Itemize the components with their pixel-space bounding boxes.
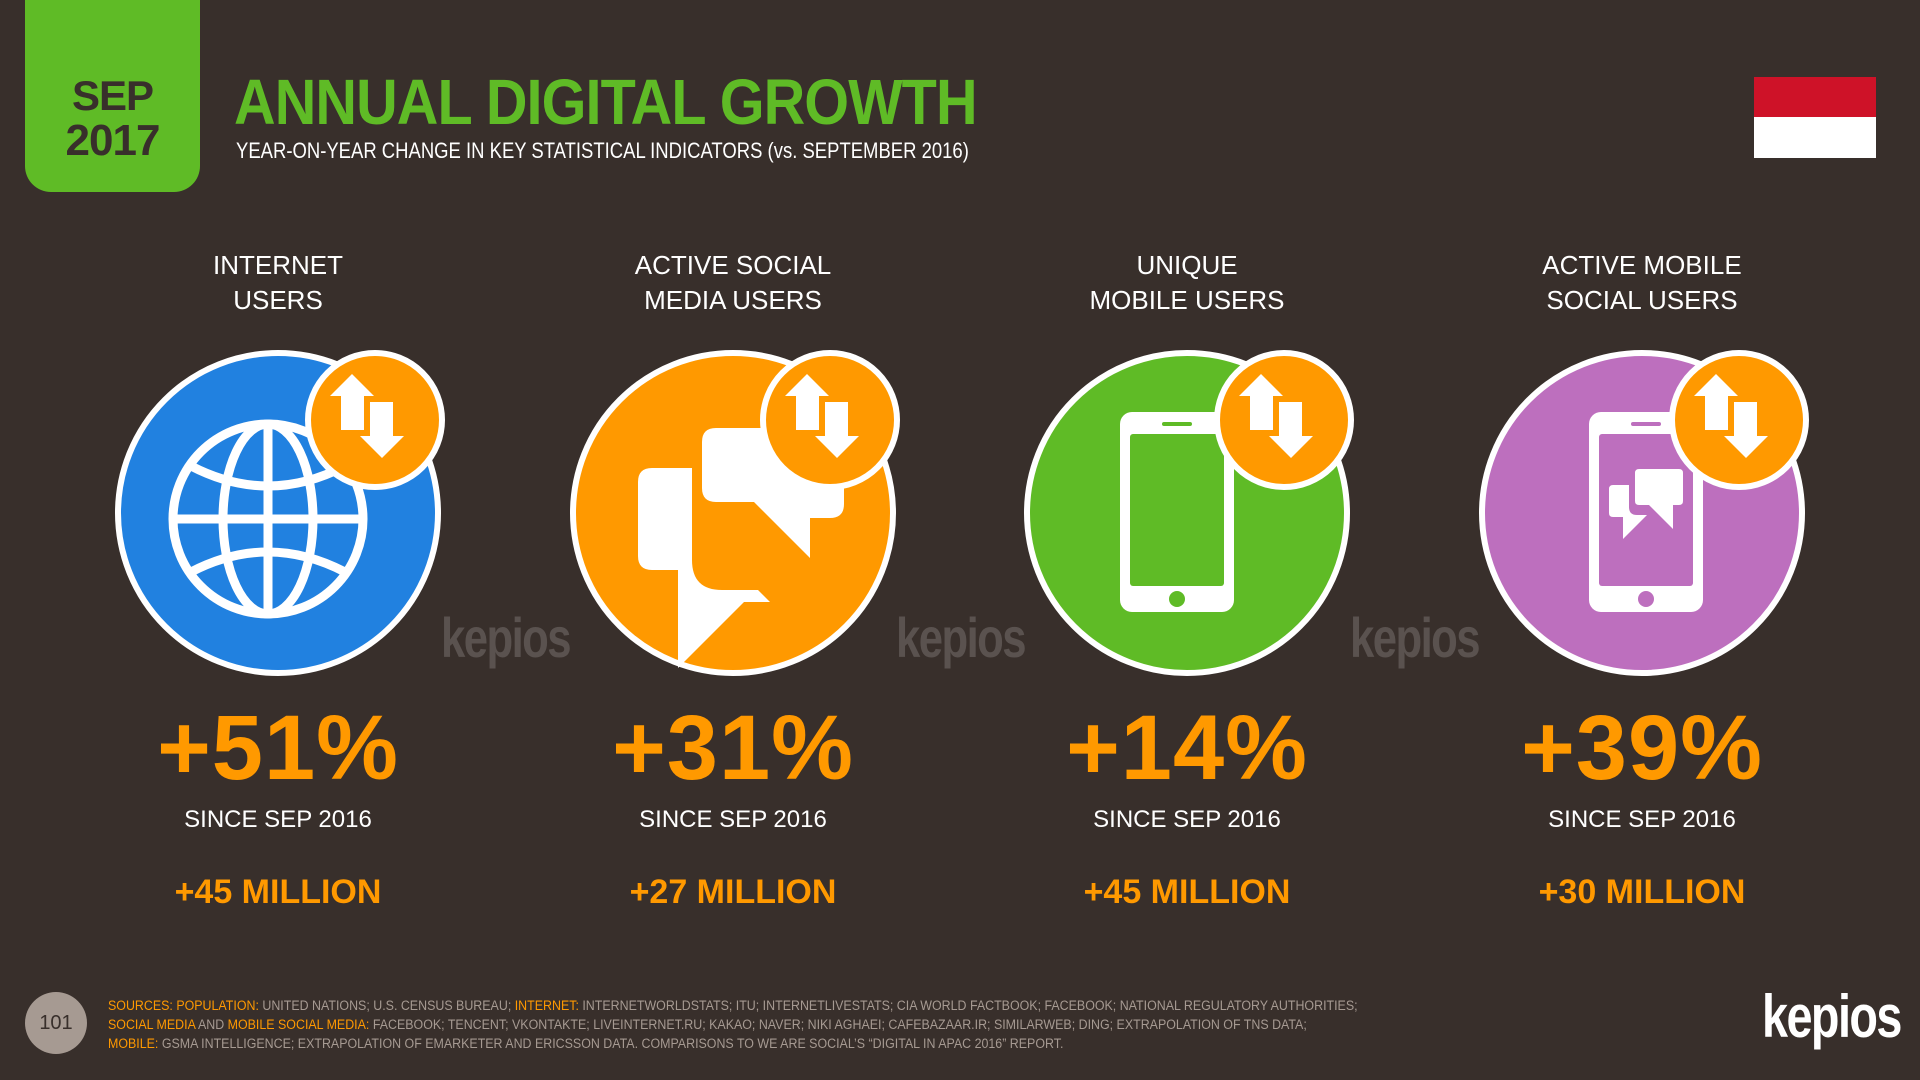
page-title: ANNUAL DIGITAL GROWTH <box>234 66 978 138</box>
absolute-change: +27 MILLION <box>629 873 837 911</box>
page-number: 101 <box>25 992 87 1054</box>
since-label: SINCE SEP 2016 <box>1548 806 1736 833</box>
kepios-watermark: kepios <box>896 606 1027 669</box>
up-down-arrows-icon <box>1214 350 1354 490</box>
source-text: INTERNETWORLDSTATS; ITU; INTERNETLIVESTA… <box>582 998 1358 1013</box>
percent-change: +51% <box>157 697 399 799</box>
since-label: SINCE SEP 2016 <box>1093 806 1281 833</box>
source-category: MOBILE SOCIAL MEDIA: <box>227 1017 373 1032</box>
indonesia-flag-icon <box>1754 77 1876 158</box>
stat-column-social-media-users: ACTIVE SOCIAL MEDIA USERS kepios +31% SI… <box>513 248 1027 912</box>
stat-column-internet-users: INTERNET USERS kepios +51% SINCE SEP <box>58 248 572 912</box>
stat-label: INTERNET USERS <box>213 250 343 315</box>
absolute-change: +45 MILLION <box>1083 873 1291 911</box>
kepios-logo: kepios <box>1762 983 1902 1050</box>
absolute-change: +45 MILLION <box>174 873 382 911</box>
stat-label: ACTIVE MOBILE SOCIAL USERS <box>1542 250 1742 315</box>
sources-line: SOCIAL MEDIA AND MOBILE SOCIAL MEDIA: FA… <box>108 1015 1414 1034</box>
flag-red-stripe <box>1754 77 1876 117</box>
percent-change: +39% <box>1521 697 1763 799</box>
up-down-arrows-icon <box>1669 350 1809 490</box>
percent-change: +31% <box>612 697 854 799</box>
sources-footnote: SOURCES: POPULATION: UNITED NATIONS; U.S… <box>108 996 1414 1053</box>
sources-label: SOURCES: <box>108 998 177 1013</box>
absolute-change: +30 MILLION <box>1538 873 1746 911</box>
since-label: SINCE SEP 2016 <box>639 806 827 833</box>
stat-label: ACTIVE SOCIAL MEDIA USERS <box>634 250 832 315</box>
globe-icon <box>168 419 368 619</box>
source-text: GSMA INTELLIGENCE; EXTRAPOLATION OF EMAR… <box>161 1036 1064 1051</box>
date-month: SEP <box>71 72 154 119</box>
source-category: SOCIAL MEDIA <box>108 1017 196 1032</box>
stat-column-mobile-social-users: ACTIVE MOBILE SOCIAL USERS +39% SINCE SE… <box>1422 248 1862 912</box>
sources-line: MOBILE: GSMA INTELLIGENCE; EXTRAPOLATION… <box>108 1034 1414 1053</box>
sources-line: SOURCES: POPULATION: UNITED NATIONS; U.S… <box>108 996 1414 1015</box>
up-down-arrows-icon <box>305 350 445 490</box>
date-tab: SEP 2017 <box>25 0 200 192</box>
up-down-arrows-icon <box>760 350 900 490</box>
source-category: MOBILE: <box>108 1036 162 1051</box>
source-category: POPULATION: <box>176 998 263 1013</box>
percent-change: +14% <box>1066 697 1308 799</box>
source-category: INTERNET: <box>514 998 583 1013</box>
kepios-watermark: kepios <box>1350 606 1481 669</box>
source-text: AND <box>195 1017 228 1032</box>
stat-column-unique-mobile-users: UNIQUE MOBILE USERS kepios +14% SINCE SE… <box>967 248 1481 912</box>
source-text: FACEBOOK; TENCENT; VKONTAKTE; LIVEINTERN… <box>372 1017 1307 1032</box>
kepios-watermark: kepios <box>441 606 572 669</box>
stat-label: UNIQUE MOBILE USERS <box>1089 250 1285 315</box>
source-text: UNITED NATIONS; U.S. CENSUS BUREAU; <box>262 998 515 1013</box>
flag-white-stripe <box>1754 117 1876 158</box>
page-subtitle: YEAR-ON-YEAR CHANGE IN KEY STATISTICAL I… <box>236 138 969 163</box>
date-year: 2017 <box>65 116 161 165</box>
mobile-phone-icon <box>1120 412 1234 612</box>
mobile-chat-icon <box>1589 412 1703 612</box>
since-label: SINCE SEP 2016 <box>184 806 372 833</box>
